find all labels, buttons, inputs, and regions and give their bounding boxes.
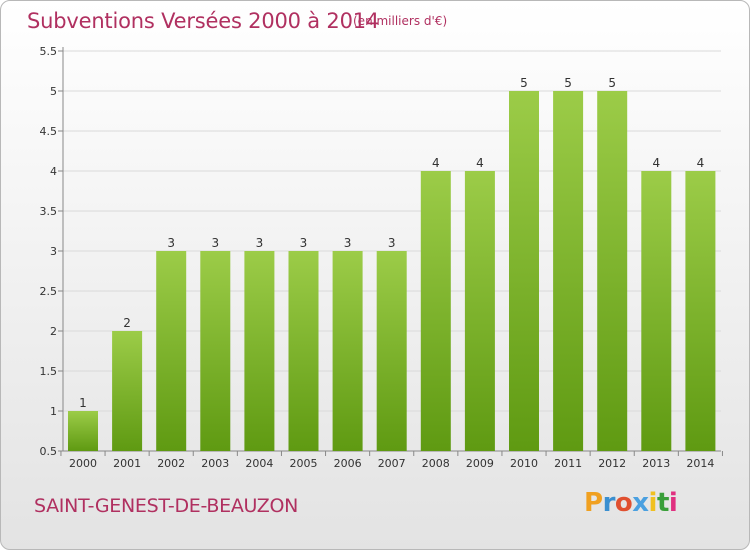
bar-2011 [553, 91, 584, 451]
y-tick-label: 2 [50, 325, 57, 338]
y-tick-label: 5.5 [40, 45, 58, 58]
x-tick-label-2008: 2008 [422, 457, 450, 470]
y-tick-label: 4 [50, 165, 57, 178]
x-tick-label-2006: 2006 [334, 457, 362, 470]
bar-2013 [641, 171, 672, 451]
x-tick-label-2009: 2009 [466, 457, 494, 470]
y-axis-ticks: 0.5 1 1.5 2 2.5 3 3.5 4 4.5 5 5.5 [40, 45, 63, 458]
bar-2001 [112, 331, 143, 451]
data-label-2000: 1 [79, 396, 87, 410]
x-tick-label-2004: 2004 [245, 457, 273, 470]
x-tick-label-2013: 2013 [642, 457, 670, 470]
logo-letter: r [602, 488, 616, 518]
data-label-2009: 4 [476, 156, 484, 170]
bar-2006 [332, 251, 363, 451]
x-tick-label-2001: 2001 [113, 457, 141, 470]
data-label-2014: 4 [697, 156, 705, 170]
bar-2010 [509, 91, 539, 451]
y-tick-label: 3 [50, 245, 57, 258]
data-label-2001: 2 [123, 316, 131, 330]
logo-letter: i [668, 488, 678, 518]
data-label-2002: 3 [167, 236, 175, 250]
data-label-2008: 4 [432, 156, 440, 170]
bar-2014 [685, 171, 716, 451]
city-name: SAINT-GENEST-DE-BEAUZON [34, 495, 299, 517]
data-label-2007: 3 [388, 236, 396, 250]
y-tick-label: 1 [50, 405, 57, 418]
bar-2004 [244, 251, 275, 451]
x-tick-label-2012: 2012 [598, 457, 626, 470]
bar-2002 [156, 251, 187, 451]
data-label-2011: 5 [564, 76, 572, 90]
data-label-2005: 3 [300, 236, 308, 250]
y-tick-label: 3.5 [40, 205, 58, 218]
bar-2005 [288, 251, 319, 451]
data-label-2012: 5 [608, 76, 616, 90]
logo-letter: o [614, 488, 633, 518]
bar-2012 [597, 91, 628, 451]
x-axis-ticks: 2000 2001 2002 2003 2004 2005 2006 2007 2008 2009… [60, 451, 723, 470]
bar-2008 [420, 171, 451, 451]
data-labels: 1 2 3 3 3 3 3 3 4 4 5 5 5 4 4 [79, 76, 704, 410]
chart-subtitle: (en milliers d'€) [353, 14, 448, 28]
logo-letter: t [656, 488, 669, 518]
data-label-2010: 5 [520, 76, 528, 90]
x-tick-label-2005: 2005 [290, 457, 318, 470]
bar-2009 [464, 171, 495, 451]
logo-letter: P [584, 488, 603, 518]
x-tick-label-2010: 2010 [510, 457, 538, 470]
x-tick-label-2007: 2007 [378, 457, 406, 470]
logo-letter: x [632, 488, 649, 518]
data-label-2003: 3 [211, 236, 219, 250]
x-tick-label-2003: 2003 [201, 457, 229, 470]
proxiti-logo[interactable]: Proxiti [584, 488, 678, 518]
bar-2007 [376, 251, 407, 451]
data-label-2013: 4 [652, 156, 660, 170]
x-tick-label-2014: 2014 [686, 457, 714, 470]
y-tick-label: 2.5 [40, 285, 58, 298]
chart-title: Subventions Versées 2000 à 2014 [27, 9, 380, 33]
x-tick-label-2011: 2011 [554, 457, 582, 470]
y-tick-label: 5 [50, 85, 57, 98]
y-tick-label: 0.5 [40, 445, 58, 458]
bar-2000 [68, 411, 98, 451]
y-tick-label: 1.5 [40, 365, 58, 378]
data-label-2004: 3 [256, 236, 264, 250]
x-tick-label-2000: 2000 [69, 457, 97, 470]
logo-letter: i [648, 488, 658, 518]
bar-2003 [200, 251, 231, 451]
data-label-2006: 3 [344, 236, 352, 250]
bars [68, 91, 716, 451]
x-tick-label-2002: 2002 [157, 457, 185, 470]
y-tick-label: 4.5 [40, 125, 58, 138]
